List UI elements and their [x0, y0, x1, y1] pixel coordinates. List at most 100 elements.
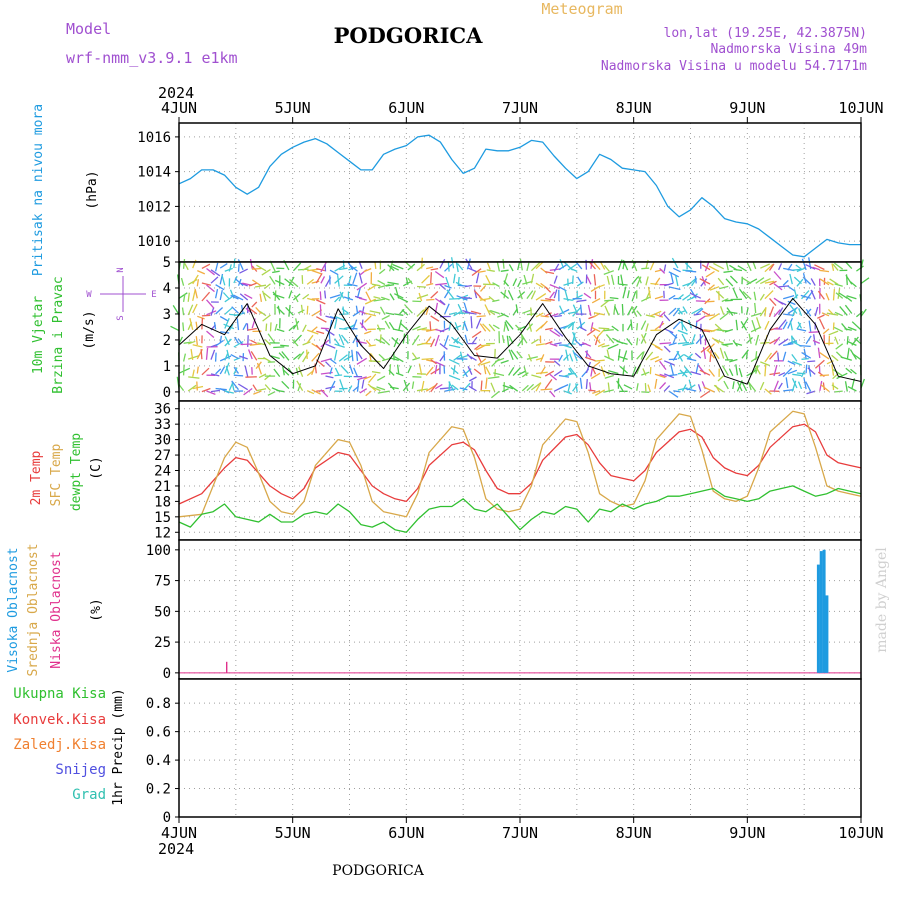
pressure-panel: 1010 1012 1014 1016 [137, 123, 861, 262]
x-tick-bottom: 7JUN [502, 824, 538, 842]
wind-arrow [320, 291, 321, 300]
wind-arrow [375, 262, 376, 269]
wind-arrow [588, 390, 595, 391]
wind-arrow [806, 365, 807, 374]
wind-arrow [599, 328, 610, 329]
footer-title: PODGORICA [332, 863, 425, 879]
wind-arrow [234, 259, 235, 268]
cloud-y-tick: 0 [163, 666, 171, 682]
temperature-y-tick: 33 [154, 417, 171, 433]
wind-arrow [802, 359, 809, 360]
precip-y-tick: 0.2 [146, 782, 171, 798]
cloud-bar [823, 550, 826, 673]
wind-arrow [417, 287, 426, 288]
compass-north: N [116, 267, 126, 272]
x-tick-top: 6JUN [388, 99, 424, 117]
wind-arrow [273, 347, 284, 348]
cloud-side-label-2: Srednja Oblacnost [26, 543, 41, 676]
precip-label-total: Ukupna Kisa [13, 686, 106, 702]
precip-y-tick: 0.4 [146, 753, 171, 769]
wind-arrow [348, 351, 349, 361]
wind-arrow [809, 332, 820, 333]
x-tick-top: 5JUN [275, 99, 311, 117]
wind-arrow [604, 300, 614, 301]
temperature-y-tick: 36 [154, 402, 171, 418]
precip-label-snow: Snijeg [55, 762, 106, 778]
temp-side-label-3: dewpt Temp [69, 433, 84, 511]
precip-panel: 00.20.40.60.8 [146, 679, 861, 826]
wind-arrow [201, 349, 202, 359]
pressure-y-tick: 1010 [137, 234, 171, 250]
model-elevation-text: Nadmorska Visina u modelu 54.7171m [601, 59, 867, 74]
wind-arrow [248, 335, 249, 347]
cloud-y-tick: 50 [154, 604, 171, 620]
wind-arrow [339, 314, 349, 315]
wind-y-tick: 4 [163, 281, 171, 297]
pressure-y-tick: 1016 [137, 130, 171, 146]
temp-ylabel: (C) [89, 456, 104, 479]
model-label: Model [66, 20, 111, 38]
wind-arrow [471, 316, 472, 328]
precip-label-conv: Konvek.Kisa [13, 712, 106, 728]
wind-arrow [448, 262, 449, 271]
wind-arrow [329, 332, 330, 343]
x-tick-bottom: 6JUN [388, 824, 424, 842]
wind-arrow [320, 304, 321, 315]
cloud-y-tick: 25 [154, 635, 171, 651]
wind-arrow [216, 353, 217, 362]
page-title: PODGORICA [334, 23, 484, 48]
precip-label-hail: Grad [72, 787, 106, 803]
wind-arrow [431, 272, 432, 283]
wind-arrow [573, 322, 574, 330]
wind-arrow [280, 345, 289, 346]
wind-arrow [650, 284, 658, 285]
wind-arrow [426, 300, 434, 301]
cloud-bar [817, 565, 820, 673]
x-tick-bottom: 9JUN [729, 824, 765, 842]
cloud-side-label-1: Visoka Oblacnost [6, 547, 21, 672]
wind-arrow [202, 318, 203, 329]
wind-y-tick: 1 [163, 359, 171, 375]
wind-arrow [541, 316, 549, 317]
wind-arrow [531, 308, 532, 317]
wind-arrow [834, 289, 835, 300]
x-tick-bottom: 4JUN [161, 824, 197, 842]
temperature-y-tick: 15 [154, 510, 171, 526]
x-tick-bottom: 10JUN [838, 824, 883, 842]
wind-arrow [183, 322, 184, 331]
precip-y-tick: 0.8 [146, 696, 171, 712]
wind-y-tick: 2 [163, 333, 171, 349]
panels: 1010101210141016012345121518212427303336… [137, 123, 869, 826]
cloud-y-tick: 100 [146, 543, 171, 559]
wind-arrow [725, 300, 733, 301]
temp-side-label-1: 2m Temp [29, 450, 44, 505]
pressure-y-tick: 1014 [137, 165, 171, 181]
wind-arrow [756, 351, 757, 360]
wind-arrow [325, 291, 326, 299]
cloud-bar [825, 595, 828, 673]
wind-arrow [705, 301, 714, 302]
wind-arrow [686, 271, 697, 272]
wind-arrow [252, 269, 262, 270]
wind-arrow [430, 321, 431, 330]
wind-arrow [641, 268, 649, 269]
model-name: wrf-nmm_v3.9.1 e1km [66, 49, 238, 67]
wind-arrow [861, 278, 869, 284]
wind-arrow [241, 344, 253, 345]
cloud-ylabel: (%) [89, 598, 104, 621]
wind-arrow [660, 343, 671, 344]
compass-south: S [116, 315, 126, 320]
cloud-bar [820, 551, 823, 673]
x-tick-top: 10JUN [838, 99, 883, 117]
wind-y-tick: 3 [163, 307, 171, 323]
wind-arrow [481, 381, 482, 392]
wind-side-label-2: Brzina i Pravac [51, 276, 66, 393]
pressure-y-tick: 1012 [137, 199, 171, 215]
wind-arrow [834, 391, 843, 392]
temp-side-label-2: SFC Temp [49, 444, 64, 507]
x-tick-top: 4JUN [161, 99, 197, 117]
